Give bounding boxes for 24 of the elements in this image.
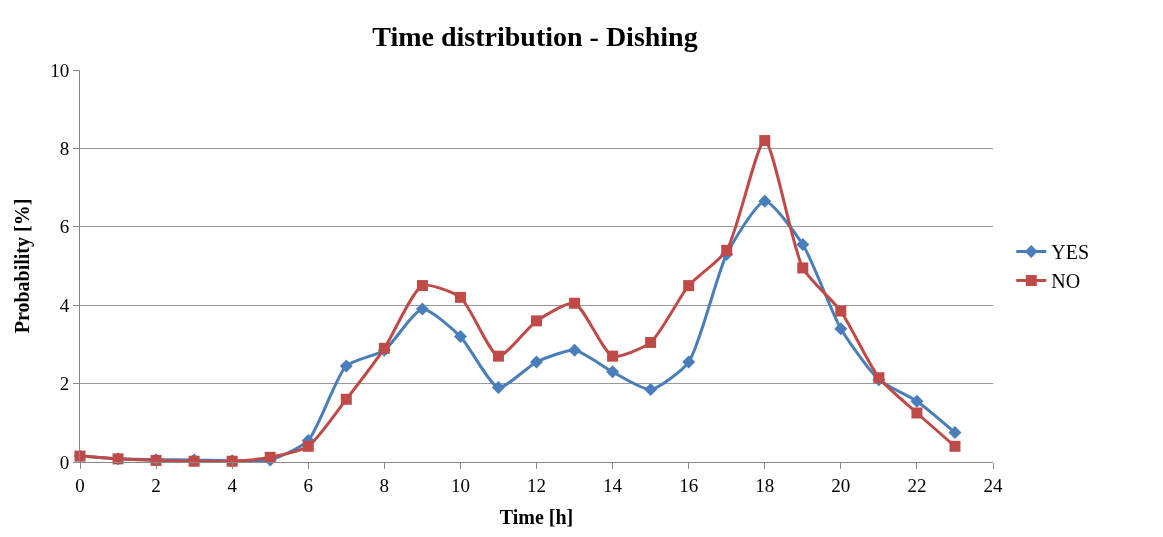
legend-label: YES [1051,241,1090,264]
x-tick-label: 14 [603,474,623,496]
y-tick-label: 0 [59,451,70,473]
y-tick-label: 8 [59,138,70,160]
x-tick-label: 18 [755,474,775,496]
x-tick-label: 16 [679,474,699,496]
y-tick-label: 4 [59,294,70,316]
x-tick-label: 8 [379,474,390,496]
y-tick-label: 2 [59,373,70,395]
y-axis-title: Probability [%] [10,198,34,334]
x-tick-label: 10 [450,474,470,496]
legend-label: NO [1051,270,1081,293]
x-tick-label: 2 [151,474,161,496]
y-tick-label: 10 [50,59,70,81]
x-tick-label: 0 [75,474,85,496]
chart-title: Time distribution - Dishing [372,21,698,53]
x-tick-label: 20 [831,474,851,496]
x-axis-title: Time [h] [499,506,574,529]
x-tick-label: 6 [303,474,313,496]
x-tick-label: 22 [907,474,927,496]
y-tick-label: 6 [59,216,70,238]
x-tick-label: 24 [983,474,1003,496]
x-tick-label: 12 [527,474,546,496]
x-tick-label: 4 [227,474,238,496]
